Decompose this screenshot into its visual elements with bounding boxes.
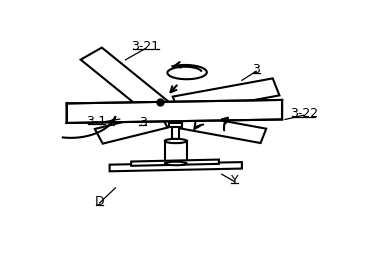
Polygon shape — [95, 113, 168, 144]
Text: 3-21: 3-21 — [131, 40, 160, 53]
Text: D: D — [95, 195, 104, 208]
Text: 3: 3 — [139, 116, 147, 129]
Text: 3: 3 — [252, 63, 260, 76]
Text: 3-22: 3-22 — [290, 107, 318, 120]
Text: Y: Y — [231, 173, 239, 187]
Polygon shape — [131, 160, 219, 166]
Polygon shape — [177, 114, 266, 143]
Polygon shape — [81, 47, 170, 115]
Ellipse shape — [165, 162, 187, 165]
Ellipse shape — [165, 139, 187, 143]
Polygon shape — [170, 123, 182, 127]
Text: 3-1: 3-1 — [86, 115, 107, 128]
Polygon shape — [110, 162, 242, 171]
Polygon shape — [173, 78, 279, 114]
Polygon shape — [165, 141, 187, 164]
Polygon shape — [66, 100, 282, 123]
Polygon shape — [172, 123, 180, 141]
